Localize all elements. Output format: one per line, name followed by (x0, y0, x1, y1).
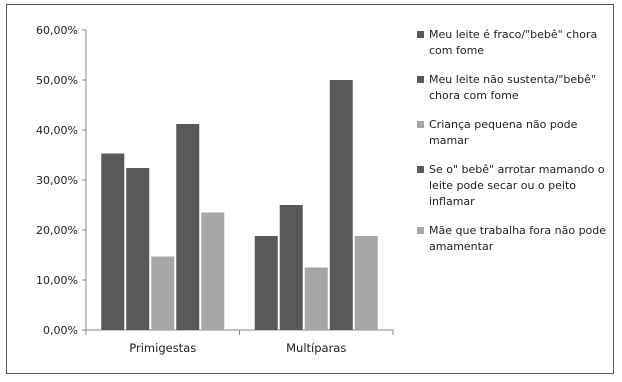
bar-2-primigestas (126, 168, 150, 330)
legend-label: Meu leite é fraco/"bebê" chora com fome (429, 28, 598, 57)
x-category-label: Primigestas (129, 341, 196, 355)
bar-1-multparas (254, 236, 278, 330)
legend-swatch (417, 166, 424, 173)
legend-label: Se o" bebê" arrotar mamando o leite pode… (429, 163, 605, 208)
x-category-label: Multíparas (286, 341, 346, 355)
y-tick-label: 10,00% (36, 274, 78, 287)
legend-label: Meu leite não sustenta/"bebê" chora com … (429, 73, 596, 102)
bar-chart: 0,00% 10,00% 20,00% 30,00% 40,00% 50,00% 60,00… (36, 24, 394, 355)
legend-item: Criança pequena não pode mamar (417, 117, 613, 149)
bar-4-multparas (329, 80, 353, 330)
legend: Meu leite é fraco/"bebê" chora com fome M… (417, 27, 613, 268)
legend-label: Mãe que trabalha fora não pode amamentar (429, 224, 607, 253)
legend-item: Se o" bebê" arrotar mamando o leite pode… (417, 162, 613, 210)
bar-5-multparas (354, 236, 378, 330)
bar-3-multparas (304, 267, 328, 330)
bar-2-multparas (279, 205, 303, 330)
legend-swatch (417, 121, 424, 128)
y-tick-label: 60,00% (36, 24, 78, 37)
chart-frame: 0,00% 10,00% 20,00% 30,00% 40,00% 50,00% 60,00… (6, 4, 614, 374)
bar-5-primigestas (201, 212, 225, 330)
bar-3-primigestas (151, 256, 175, 330)
y-tick-label: 50,00% (36, 74, 78, 87)
legend-item: Meu leite é fraco/"bebê" chora com fome (417, 27, 613, 59)
legend-item: Meu leite não sustenta/"bebê" chora com … (417, 72, 613, 104)
y-tick-label: 30,00% (36, 174, 78, 187)
legend-swatch (417, 31, 424, 38)
bar-4-primigestas (176, 124, 200, 330)
y-tick-label: 0,00% (43, 324, 78, 337)
y-tick-label: 40,00% (36, 124, 78, 137)
legend-label: Criança pequena não pode mamar (429, 118, 578, 147)
y-tick-label: 20,00% (36, 224, 78, 237)
legend-swatch (417, 227, 424, 234)
legend-item: Mãe que trabalha fora não pode amamentar (417, 223, 613, 255)
bar-1-primigestas (101, 153, 125, 330)
legend-swatch (417, 76, 424, 83)
